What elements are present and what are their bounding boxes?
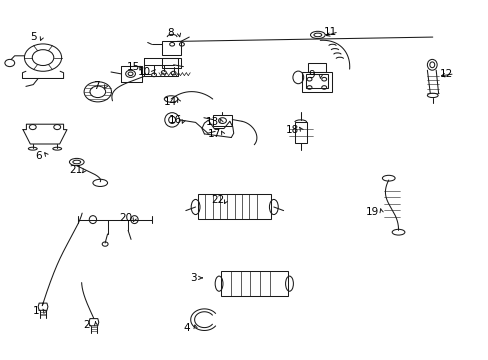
Bar — [162, 41, 181, 55]
Text: 6: 6 — [35, 150, 41, 161]
Text: 14: 14 — [163, 96, 177, 107]
Bar — [294, 122, 306, 143]
Text: 19: 19 — [365, 207, 379, 217]
Bar — [212, 115, 232, 126]
Bar — [305, 74, 327, 88]
Bar — [162, 58, 181, 68]
Text: 20: 20 — [120, 213, 132, 223]
Text: 4: 4 — [183, 323, 190, 333]
Text: 9: 9 — [308, 70, 315, 80]
Text: 15: 15 — [126, 62, 140, 72]
Text: 12: 12 — [438, 69, 452, 79]
Bar — [221, 271, 287, 296]
Bar — [307, 63, 325, 72]
Bar — [198, 194, 271, 219]
Text: 5: 5 — [30, 32, 37, 42]
Text: 21: 21 — [69, 165, 82, 175]
Text: 22: 22 — [210, 195, 224, 205]
Text: 13: 13 — [205, 117, 219, 127]
Text: 2: 2 — [83, 320, 90, 330]
Text: 17: 17 — [207, 129, 221, 139]
Text: 3: 3 — [189, 273, 196, 283]
Text: 8: 8 — [166, 28, 173, 39]
Text: 7: 7 — [93, 81, 100, 91]
Bar — [302, 72, 331, 92]
Text: 11: 11 — [323, 27, 336, 37]
Text: 10: 10 — [138, 67, 150, 77]
Text: 1: 1 — [32, 306, 39, 316]
Text: 18: 18 — [285, 125, 299, 135]
Text: 16: 16 — [168, 114, 182, 125]
